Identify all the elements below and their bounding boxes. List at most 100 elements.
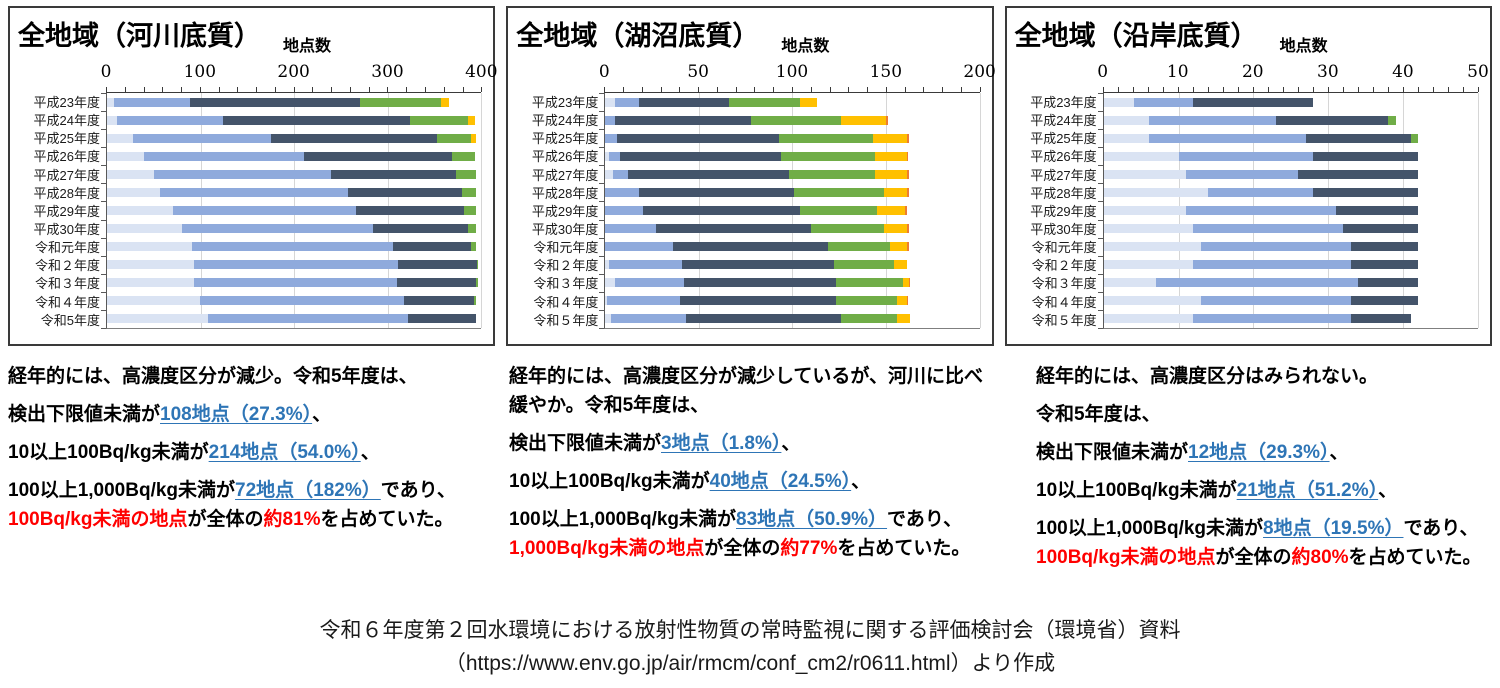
y-axis-label: 令和３年度 xyxy=(34,276,100,292)
bar-segment xyxy=(107,169,154,179)
x-axis-tick-label: 100 xyxy=(183,62,217,82)
bar-segment xyxy=(616,133,780,143)
y-axis-tick xyxy=(1097,111,1103,113)
x-axis-tick-label: 0 xyxy=(598,62,610,82)
axis-minor-tick xyxy=(143,87,145,92)
bar-segment xyxy=(1350,260,1419,270)
stacked-bar xyxy=(1103,115,1478,125)
y-axis-tick xyxy=(1097,165,1103,167)
bar-segment xyxy=(682,260,834,270)
bar-segment xyxy=(107,151,145,161)
axis-minor-tick xyxy=(1447,87,1449,92)
bar-segment xyxy=(751,115,842,125)
axis-minor-tick xyxy=(848,87,850,92)
note-text: 、 xyxy=(781,433,801,454)
note-text: 経年的には、高濃度区分が減少しているが、河川に比べ緩やか。令和5年度は、 xyxy=(509,366,984,416)
y-axis-tick xyxy=(101,147,106,149)
chart-body: 平成23年度 平成24年度 平成25年度 平成26年度 平成27年度 平成28年度 平成29… xyxy=(516,62,996,330)
bar-segment xyxy=(605,278,615,288)
bar-segment xyxy=(876,205,905,215)
y-axis-label: 平成28年度 xyxy=(1030,185,1097,201)
bar-row-平成23年度 xyxy=(107,93,481,111)
axis-minor-tick xyxy=(1342,87,1344,92)
bar-segment xyxy=(874,169,907,179)
x-axis-tick-label: 50 xyxy=(1467,62,1489,82)
highlight-blue-underline: 21地点（51.2%） xyxy=(1236,480,1379,501)
gridline xyxy=(1477,93,1479,328)
bar-row-令和４年度 xyxy=(107,292,481,310)
x-axis-tick-label: 200 xyxy=(963,62,996,82)
bar-row-平成26年度 xyxy=(605,147,979,165)
bar-segment xyxy=(1103,133,1149,143)
bar-row-平成25年度 xyxy=(107,129,481,147)
axis-minor-tick xyxy=(1237,87,1239,92)
bar-row-令和４年度 xyxy=(605,292,979,310)
axis-minor-tick xyxy=(443,87,445,92)
axis-minor-tick xyxy=(641,87,643,92)
bar-segment xyxy=(835,296,898,306)
chart-title: 全地域（沿岸底質） xyxy=(1014,21,1258,51)
highlight-blue-underline: 8地点（19.5%） xyxy=(1263,518,1404,539)
note-text: 、 xyxy=(1378,480,1398,501)
bar-segment xyxy=(452,151,475,161)
axis-minor-tick xyxy=(623,87,625,92)
bar-segment xyxy=(1410,133,1419,143)
note-paragraph: 経年的には、高濃度区分が減少。令和5年度は、 xyxy=(8,362,491,391)
note-text: を占めていた。 xyxy=(1348,547,1482,568)
stacked-bar xyxy=(1103,97,1478,107)
bar-segment xyxy=(893,260,907,270)
gridline xyxy=(979,93,981,328)
bar-segment xyxy=(841,115,887,125)
bar-segment xyxy=(107,115,118,125)
bar-row-令和元年度 xyxy=(605,238,979,256)
bar-segment xyxy=(194,278,398,288)
axis-minor-tick xyxy=(885,87,887,92)
stacked-bar xyxy=(107,115,481,125)
y-axis-tick xyxy=(101,328,106,329)
bar-row-平成28年度 xyxy=(605,183,979,201)
bar-segment xyxy=(872,133,907,143)
bar-segment xyxy=(833,260,894,270)
note-river-sediment: 経年的には、高濃度区分が減少。令和5年度は、 検出下限値未満が108地点（27.3… xyxy=(8,362,505,581)
axis-minor-tick xyxy=(979,87,981,92)
y-axis-label: 平成29年度 xyxy=(33,203,100,219)
stacked-bar xyxy=(1103,314,1478,324)
source-citation: 令和６年度第２回水環境における放射性物質の常時監視に関する評価検討会（環境省）資… xyxy=(0,614,1500,680)
bar-row-令和３年度 xyxy=(605,274,979,292)
x-axis-tick-labels: 0 50 100 150 200 xyxy=(599,62,996,84)
bar-segment xyxy=(614,278,684,288)
stacked-bar xyxy=(605,260,979,270)
bar-segment xyxy=(906,224,909,234)
x-axis-tick-label: 200 xyxy=(277,62,310,82)
y-axis-label: 平成28年度 xyxy=(33,185,100,201)
axis-minor-tick xyxy=(1147,87,1149,92)
highlight-blue-underline: 83地点（50.9%） xyxy=(736,509,888,530)
y-axis-label: 令和5年度 xyxy=(40,312,100,328)
bar-segment xyxy=(605,97,615,107)
bar-segment xyxy=(160,187,349,197)
bar-segment xyxy=(605,242,673,252)
bar-row-平成30年度 xyxy=(1103,220,1478,238)
x-axis-tick-label: 150 xyxy=(869,62,903,82)
axis-minor-tick xyxy=(1417,87,1419,92)
axis-minor-tick xyxy=(256,87,258,92)
bar-row-令和元年度 xyxy=(107,238,481,256)
bar-segment xyxy=(685,314,842,324)
stacked-bar xyxy=(1103,205,1478,215)
bar-segment xyxy=(897,314,911,324)
x-axis-tickbar xyxy=(106,84,483,93)
bar-row-平成27年度 xyxy=(107,165,481,183)
bar-segment xyxy=(1305,133,1411,143)
bar-segment xyxy=(223,115,411,125)
note-lake-sediment: 経年的には、高濃度区分が減少しているが、河川に比べ緩やか。令和5年度は、 検出下限… xyxy=(505,362,1002,581)
stacked-bar xyxy=(605,115,979,125)
axis-minor-tick xyxy=(791,87,793,92)
axis-minor-tick xyxy=(1222,87,1224,92)
y-axis-labels: 平成23年度 平成24年度 平成25年度 平成26年度 平成27年度 平成28年度 平成29… xyxy=(18,62,106,330)
axis-minor-tick xyxy=(331,87,333,92)
note-text: 10以上100Bq/kg未満が xyxy=(1036,480,1237,501)
axis-minor-tick xyxy=(1162,87,1164,92)
stacked-bar xyxy=(107,187,481,197)
axis-minor-tick xyxy=(1462,87,1464,92)
